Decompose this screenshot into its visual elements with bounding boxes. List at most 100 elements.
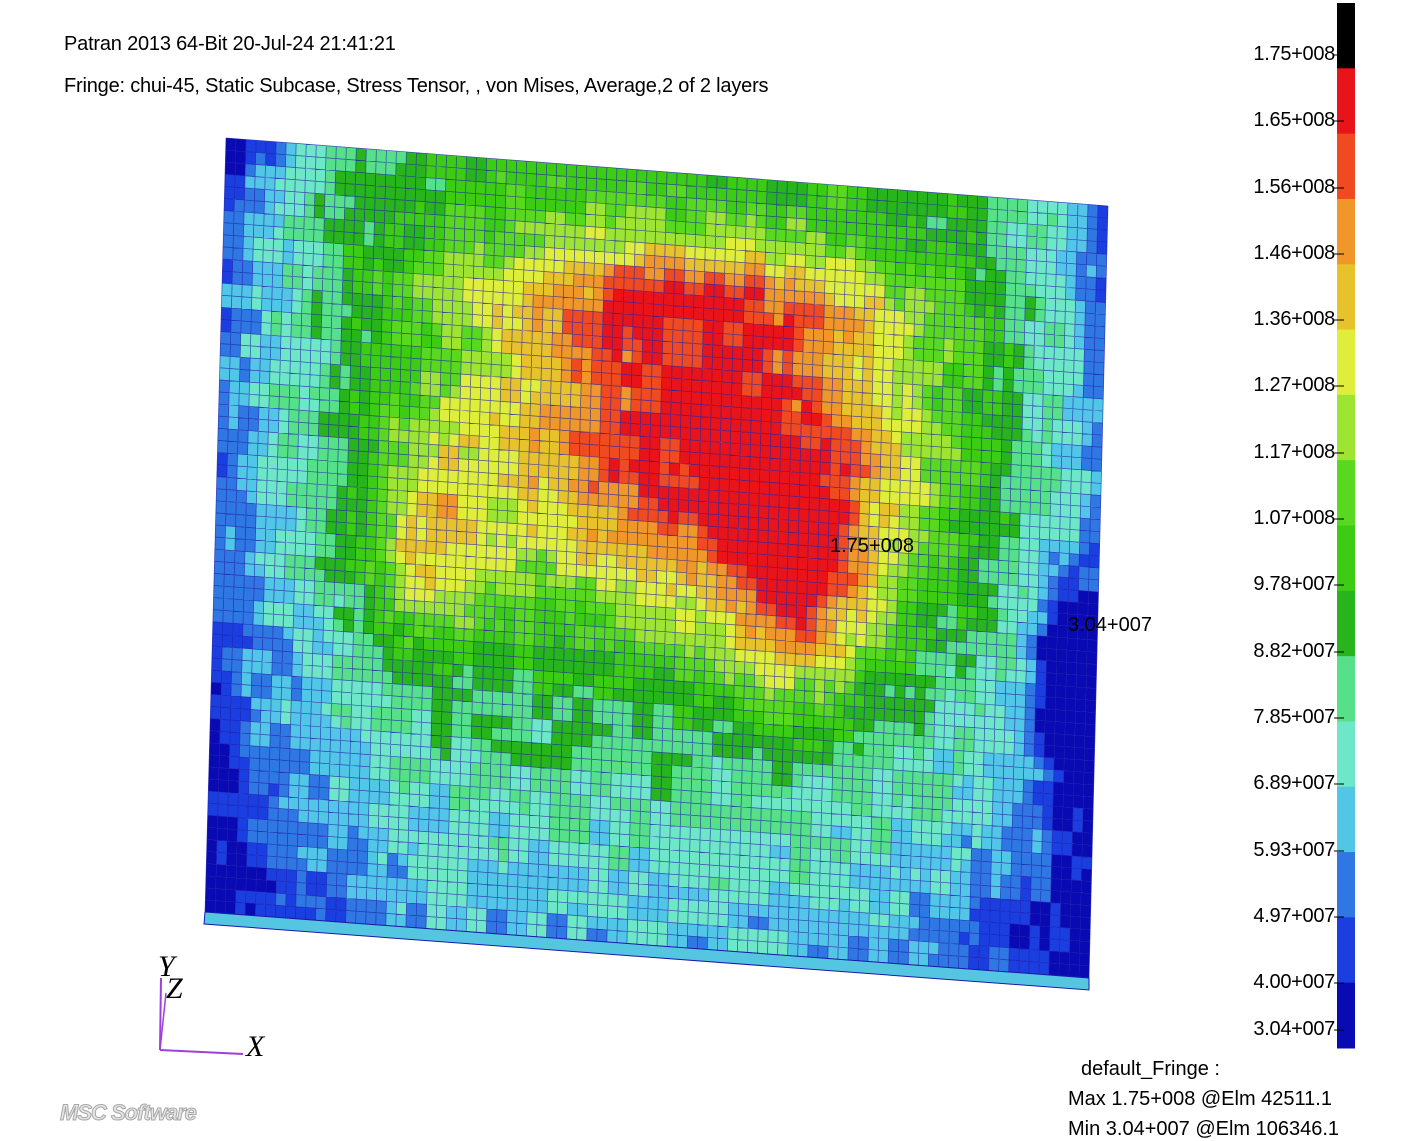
- mesh-element: [356, 487, 368, 501]
- mesh-element: [655, 219, 666, 233]
- mesh-element: [890, 443, 902, 457]
- mesh-element: [796, 194, 808, 207]
- mesh-element: [1046, 636, 1058, 650]
- mesh-element: [389, 404, 400, 418]
- mesh-element: [425, 540, 437, 554]
- mesh-element: [452, 664, 464, 677]
- mesh-element: [284, 178, 296, 192]
- mesh-element: [658, 498, 669, 511]
- mesh-element: [765, 215, 777, 229]
- mesh-element: [714, 248, 726, 262]
- mesh-element: [1022, 416, 1033, 430]
- mesh-element: [261, 686, 272, 699]
- mesh-element: [922, 796, 933, 810]
- mesh-element: [257, 431, 269, 445]
- mesh-element: [816, 606, 827, 620]
- mesh-element: [975, 256, 987, 270]
- mesh-element: [993, 765, 1004, 779]
- mesh-element: [1035, 683, 1046, 697]
- mesh-element: [866, 598, 878, 612]
- mesh-element: [1086, 264, 1097, 278]
- mesh-element: [1090, 494, 1101, 508]
- mesh-element: [493, 642, 504, 656]
- mesh-element: [1035, 671, 1047, 685]
- mesh-element: [540, 404, 551, 418]
- mesh-element: [1004, 318, 1015, 332]
- mesh-element: [515, 584, 526, 597]
- mesh-element: [259, 746, 270, 760]
- mesh-element: [798, 532, 809, 546]
- mesh-element: [1023, 344, 1035, 358]
- mesh-element: [304, 204, 315, 218]
- mesh-element: [896, 213, 907, 227]
- mesh-element: [409, 406, 420, 420]
- mesh-element: [695, 234, 706, 248]
- mesh-element: [333, 255, 344, 269]
- mesh-element: [465, 180, 476, 194]
- mesh-element: [491, 727, 502, 741]
- mesh-element: [442, 300, 453, 313]
- mesh-element: [306, 483, 318, 497]
- mesh-element: [1082, 397, 1094, 411]
- mesh-element: [569, 830, 580, 844]
- mesh-element: [661, 764, 672, 778]
- mesh-element: [305, 531, 316, 545]
- mesh-element: [900, 468, 911, 481]
- mesh-element: [299, 761, 310, 775]
- mesh-element: [767, 530, 779, 544]
- mesh-element: [1015, 259, 1027, 273]
- mesh-element: [532, 294, 544, 308]
- mesh-element: [862, 356, 874, 370]
- mesh-element: [1012, 815, 1023, 828]
- mesh-element: [729, 842, 741, 856]
- mesh-element: [314, 205, 325, 219]
- mesh-element: [794, 290, 805, 304]
- mesh-element: [994, 729, 1005, 743]
- mesh-element: [1055, 709, 1066, 723]
- mesh-element: [464, 592, 476, 606]
- mesh-element: [327, 448, 339, 462]
- mesh-element: [271, 286, 283, 300]
- mesh-element: [378, 803, 390, 817]
- mesh-element: [857, 186, 868, 200]
- mesh-element: [905, 250, 917, 264]
- mesh-element: [803, 315, 814, 329]
- mesh-element: [378, 791, 390, 805]
- mesh-element: [337, 473, 348, 487]
- mesh-element: [926, 216, 938, 230]
- mesh-element: [225, 150, 236, 163]
- mesh-element: [418, 431, 430, 445]
- mesh-element: [389, 792, 400, 806]
- mesh-element: [714, 647, 726, 661]
- mesh-element: [368, 815, 379, 829]
- mesh-element: [889, 515, 900, 529]
- mesh-element: [321, 678, 333, 692]
- mesh-element: [353, 232, 365, 246]
- mesh-element: [802, 738, 814, 752]
- mesh-element: [920, 856, 931, 870]
- mesh-element: [512, 704, 523, 718]
- mesh-element: [801, 400, 812, 413]
- mesh-element: [263, 613, 274, 627]
- mesh-element: [533, 670, 544, 684]
- mesh-element: [323, 593, 335, 607]
- mesh-element: [511, 741, 522, 755]
- mesh-element: [432, 275, 444, 288]
- mesh-element: [305, 168, 316, 182]
- mesh-element: [475, 193, 486, 207]
- mesh-element: [357, 475, 368, 489]
- mesh-element: [853, 343, 864, 357]
- mesh-element: [355, 148, 367, 161]
- mesh-element: [300, 349, 311, 363]
- mesh-element: [799, 484, 810, 498]
- mesh-element: [523, 269, 534, 283]
- mesh-element: [852, 355, 864, 369]
- mesh-element: [660, 800, 671, 814]
- mesh-element: [876, 212, 887, 226]
- mesh-element: [625, 229, 636, 243]
- mesh-element: [986, 220, 998, 234]
- mesh-element: [577, 528, 588, 542]
- mesh-element: [471, 701, 483, 715]
- mesh-element: [1001, 826, 1013, 840]
- mesh-element: [944, 689, 956, 703]
